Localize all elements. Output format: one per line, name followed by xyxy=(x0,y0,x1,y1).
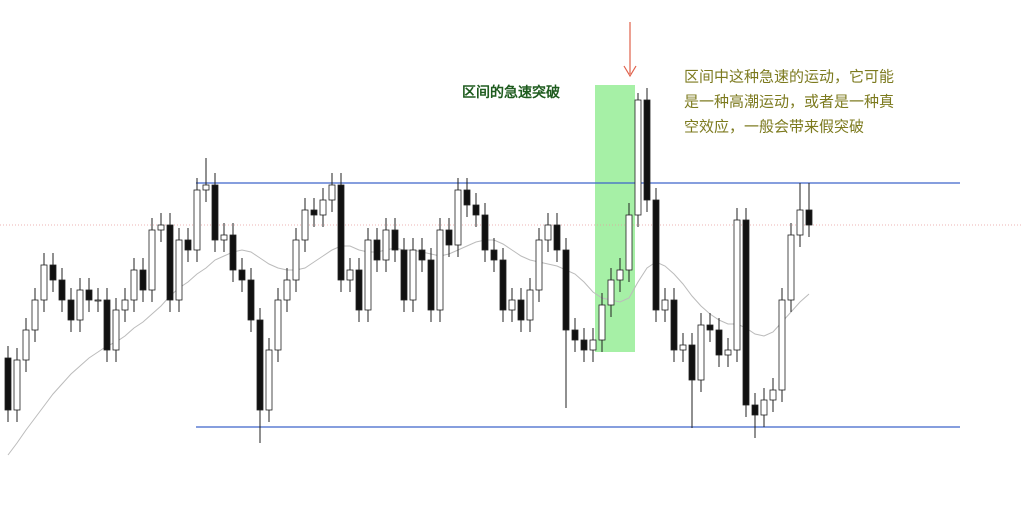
candle-body xyxy=(436,229,444,311)
candle-body xyxy=(256,319,264,411)
arrow-head xyxy=(623,65,637,78)
candle-body xyxy=(760,399,768,416)
candle-body xyxy=(634,99,642,216)
candle-body xyxy=(607,279,615,306)
candle-body xyxy=(508,299,516,311)
candle-body xyxy=(481,214,489,251)
candle-body xyxy=(373,239,381,261)
candle-body xyxy=(688,344,696,381)
candle-body xyxy=(193,189,201,251)
candle-body xyxy=(625,214,633,271)
candle-body xyxy=(337,184,345,281)
candle-body xyxy=(778,299,786,391)
candle-body xyxy=(76,289,84,321)
candle-body xyxy=(589,339,597,351)
candle-body xyxy=(328,184,336,201)
candle-body xyxy=(526,289,534,321)
candle-body xyxy=(148,229,156,291)
candle-body xyxy=(175,239,183,301)
candle-body xyxy=(490,249,498,261)
candle-body xyxy=(751,404,759,416)
candle-body xyxy=(571,329,579,341)
candle-body xyxy=(130,269,138,301)
candle-body xyxy=(400,249,408,301)
candle-body xyxy=(157,224,165,231)
candle-body xyxy=(499,259,507,311)
candle-body xyxy=(652,199,660,311)
candle-body xyxy=(445,229,453,246)
candle-body xyxy=(103,299,111,351)
candle-body xyxy=(85,289,93,301)
candle-body xyxy=(553,224,561,251)
candle-body xyxy=(310,209,318,216)
candle-body xyxy=(58,279,66,301)
moving-average xyxy=(7,239,810,456)
candle-body xyxy=(247,279,255,321)
candle-body xyxy=(274,299,282,351)
highlight-label: 区间的急速突破 xyxy=(462,84,560,101)
candle-body xyxy=(67,299,75,321)
candle-body xyxy=(355,269,363,311)
candle-body xyxy=(301,209,309,241)
candle-body xyxy=(211,184,219,241)
candle-body xyxy=(679,344,687,351)
candle-body xyxy=(544,224,552,241)
candle-body xyxy=(472,204,480,216)
candle-body xyxy=(31,299,39,331)
candle-body xyxy=(229,234,237,271)
candle-body xyxy=(706,324,714,331)
candle-body xyxy=(580,339,588,351)
annotation-line: 空效应，一般会带来假突破 xyxy=(684,118,864,136)
candle-body xyxy=(454,189,462,246)
candle-body xyxy=(49,264,57,281)
candle-body xyxy=(796,209,804,236)
candle-body xyxy=(346,269,354,281)
candle-body xyxy=(238,269,246,281)
candle-body xyxy=(202,184,210,191)
candle-body xyxy=(121,299,129,311)
candle-body xyxy=(283,279,291,301)
candle-body xyxy=(643,99,651,201)
candle-body xyxy=(391,229,399,251)
candle-body xyxy=(616,269,624,281)
candle-body xyxy=(517,299,525,321)
candle-body xyxy=(319,199,327,216)
candle-body xyxy=(724,349,732,356)
candle-body xyxy=(742,219,750,406)
candle-body xyxy=(22,329,30,361)
candle-body xyxy=(220,234,228,241)
candle-body xyxy=(292,239,300,281)
candle-body xyxy=(598,304,606,341)
candle-body xyxy=(670,299,678,351)
candle-body xyxy=(364,239,372,311)
candle-body xyxy=(733,219,741,351)
annotation-line: 区间中这种急速的运动，它可能 xyxy=(684,68,894,86)
candle-body xyxy=(40,264,48,301)
candle-body xyxy=(805,209,813,226)
candle-body xyxy=(661,299,669,311)
candle-body xyxy=(427,259,435,311)
candle-body xyxy=(418,249,426,261)
candle-body xyxy=(715,329,723,356)
candle-body xyxy=(13,359,21,411)
candle-body xyxy=(409,249,417,301)
candle-body xyxy=(769,389,777,401)
candle-body xyxy=(562,249,570,331)
candle-body xyxy=(697,324,705,381)
candle-body xyxy=(265,349,273,411)
annotation-line: 是一种高潮运动，或者是一种真 xyxy=(684,93,894,111)
candle-body xyxy=(112,309,120,351)
candle-body xyxy=(787,234,795,301)
candle-body xyxy=(94,299,102,302)
candle-body xyxy=(463,189,471,206)
candle-body xyxy=(166,224,174,301)
candle-body xyxy=(535,239,543,291)
candle-body xyxy=(184,239,192,251)
candle-body xyxy=(382,229,390,261)
candle-body xyxy=(139,269,147,291)
candle-body xyxy=(4,357,12,411)
